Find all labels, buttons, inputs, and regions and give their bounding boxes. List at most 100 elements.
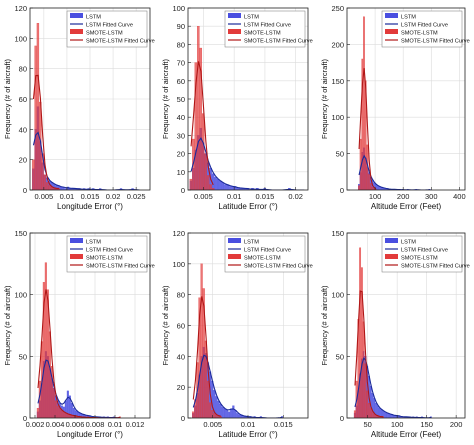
legend-label: SMOTE-LSTM Fitted Curve xyxy=(244,39,313,45)
y-tick-label: 20 xyxy=(177,383,185,392)
y-tick-label: 100 xyxy=(172,260,185,269)
y-axis-label: Frequency (# of aircraft) xyxy=(3,58,12,139)
smote-lstm-bar xyxy=(48,185,51,190)
y-tick-label: 0 xyxy=(181,186,185,195)
smote-lstm-bar xyxy=(368,403,370,418)
x-tick-label: 200 xyxy=(397,192,410,201)
legend-label: LSTM xyxy=(86,240,101,246)
lstm-bar xyxy=(375,403,377,418)
smote-lstm-bar xyxy=(58,407,61,418)
y-tick-label: 100 xyxy=(331,113,344,122)
smote-lstm-bar xyxy=(62,411,65,418)
y-tick-label: 40 xyxy=(177,113,185,122)
plot-marks xyxy=(358,16,431,190)
lstm-bar xyxy=(236,413,239,418)
smote-lstm-bar xyxy=(199,47,203,190)
y-tick-label: 70 xyxy=(177,59,185,68)
y-tick-label: 0 xyxy=(340,186,344,195)
y-axis-label: Frequency (# of aircraft) xyxy=(161,285,170,366)
lstm-bar xyxy=(232,405,235,418)
x-tick-label: 0.005 xyxy=(203,420,222,429)
x-tick-label: 0.004 xyxy=(46,420,65,429)
legend-label: SMOTE-LSTM Fitted Curve xyxy=(86,39,155,45)
smote-lstm-bar xyxy=(204,153,207,190)
legend-swatch-lstm xyxy=(228,13,241,18)
x-tick-label: 0.012 xyxy=(126,420,145,429)
x-tick-label: 0.01 xyxy=(241,420,256,429)
legend-label: SMOTE-LSTM xyxy=(86,31,123,37)
lstm-bar xyxy=(376,185,379,190)
y-tick-label: 0 xyxy=(181,414,185,423)
lstm-bar xyxy=(371,393,374,418)
y-tick-label: 60 xyxy=(19,95,27,104)
plot-marks xyxy=(192,263,284,418)
smote-lstm-bar xyxy=(64,412,67,418)
x-tick-label: 0.01 xyxy=(108,420,123,429)
smote-lstm-fitted-curve xyxy=(358,68,377,190)
smote-lstm-bar xyxy=(34,45,37,190)
smote-lstm-bar xyxy=(52,188,56,190)
x-tick-label: 0.008 xyxy=(86,420,105,429)
x-tick-label: 0.015 xyxy=(256,192,275,201)
legend-label: LSTM Fitted Curve xyxy=(401,23,448,29)
lstm-bar xyxy=(384,411,386,418)
legend-label: SMOTE-LSTM Fitted Curve xyxy=(86,264,155,270)
x-axis-label: Longitude Error (°) xyxy=(57,202,123,211)
smote-lstm-bar xyxy=(197,26,200,190)
legend-label: SMOTE-LSTM Fitted Curve xyxy=(244,264,313,270)
smote-lstm-bar xyxy=(364,363,367,418)
x-tick-label: 0.005 xyxy=(34,192,53,201)
smote-lstm-fitted-curve xyxy=(32,74,59,190)
legend-swatch-smote-lstm xyxy=(385,29,398,34)
smote-lstm-bar xyxy=(192,411,195,418)
y-tick-label: 20 xyxy=(19,156,27,165)
chart-panel-top-right: 0 50 100 150 200 250 100 200 300 400 Altitude Erro… xyxy=(320,4,470,211)
smote-lstm-bar xyxy=(363,16,365,190)
legend-label: SMOTE-LSTM xyxy=(86,256,123,262)
lstm-bar xyxy=(219,180,222,190)
legend-label: LSTM Fitted Curve xyxy=(86,23,133,29)
x-axis-label: Latitude Error (°) xyxy=(218,430,278,439)
chart-panel-bottom-right: 0 50 100 150 50 100 150 200 Altitude Error (Feet… xyxy=(320,229,470,439)
smote-lstm-bar xyxy=(42,282,45,418)
x-tick-label: 0.002 xyxy=(26,420,45,429)
lstm-bar xyxy=(229,186,232,190)
smote-lstm-bar xyxy=(32,159,35,190)
smote-lstm-bar xyxy=(206,175,210,190)
smote-lstm-bar xyxy=(371,186,374,190)
x-tick-label: 0.015 xyxy=(274,420,293,429)
legend-label: LSTM xyxy=(244,240,259,246)
y-axis-label: Frequency (# of aircraft) xyxy=(161,58,170,139)
smote-lstm-bar xyxy=(44,262,47,418)
y-tick-label: 40 xyxy=(177,352,185,361)
legend-swatch-smote-lstm xyxy=(228,29,241,34)
x-axis-label: Altitude Error (Feet) xyxy=(371,202,442,211)
legend-label: LSTM Fitted Curve xyxy=(244,23,291,29)
legend-swatch-lstm xyxy=(385,238,398,243)
axes-frame xyxy=(346,232,466,419)
legend-label: SMOTE-LSTM xyxy=(244,256,281,262)
y-tick-label: 10 xyxy=(177,168,185,177)
x-axis-label: Altitude Error (Feet) xyxy=(371,430,442,439)
legend-label: LSTM xyxy=(401,240,416,246)
x-tick-label: 100 xyxy=(369,192,382,201)
legend-swatch-smote-lstm xyxy=(385,254,398,259)
smote-lstm-bar xyxy=(200,263,203,418)
legend: LSTM LSTM Fitted Curve SMOTE-LSTM SMOTE-LST… xyxy=(224,10,313,48)
y-tick-label: 50 xyxy=(177,95,185,104)
smote-lstm-bar xyxy=(217,416,220,418)
chart-panel-bottom-left: 0 50 100 150 0.002 0.004 0.006 0.008 0.01 0.012Lo… xyxy=(3,229,155,439)
smote-lstm-bar xyxy=(198,297,201,418)
lstm-fitted-curve xyxy=(32,131,140,190)
smote-lstm-fitted-curve xyxy=(192,296,221,417)
legend: LSTM LSTM Fitted Curve SMOTE-LSTM SMOTE-LST… xyxy=(381,235,470,273)
smote-lstm-bar xyxy=(209,402,212,418)
lstm-bar xyxy=(221,407,224,418)
smote-lstm-fitted-curve xyxy=(190,61,214,186)
plot-marks xyxy=(353,247,432,418)
lstm-bar xyxy=(385,412,388,418)
x-tick-label: 0.01 xyxy=(60,192,75,201)
y-tick-label: 90 xyxy=(177,22,185,31)
smote-lstm-bar xyxy=(373,188,375,190)
